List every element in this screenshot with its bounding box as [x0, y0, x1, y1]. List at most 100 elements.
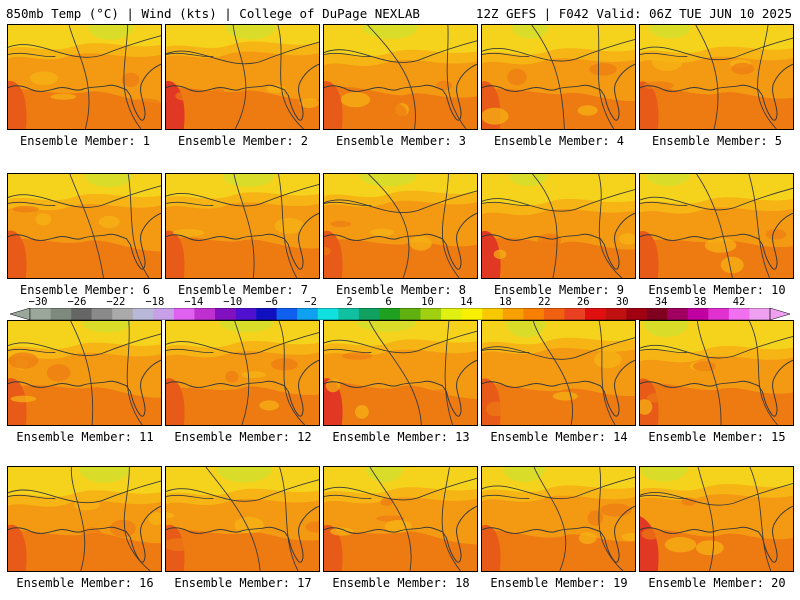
colorbar-tick-label: −30: [28, 296, 48, 308]
ensemble-member-panel: [481, 173, 636, 279]
colorbar-swatch: [317, 308, 339, 320]
temperature-map: [640, 467, 793, 571]
temperature-map: [8, 25, 161, 129]
colorbar-tick-label: −22: [106, 296, 126, 308]
colorbar-swatch: [215, 308, 236, 320]
colorbar-swatch: [400, 308, 421, 320]
ensemble-member-label: Ensemble Member: 18: [332, 576, 470, 590]
colorbar-tick-label: 2: [346, 296, 353, 308]
colorbar-tick-label: −18: [145, 296, 165, 308]
chart-title: 850mb Temp (°C) | Wind (kts) | College o…: [6, 6, 420, 21]
ensemble-member-label: Ensemble Member: 15: [648, 430, 786, 444]
temperature-map: [640, 25, 793, 129]
temperature-map: [166, 321, 319, 425]
ensemble-member-panel: [165, 173, 320, 279]
ensemble-member-panel: [323, 466, 478, 572]
colorbar-swatch: [297, 308, 319, 320]
ensemble-member-panel: [323, 24, 478, 130]
colorbar-tick-label: 30: [615, 296, 629, 308]
temperature-map: [482, 321, 635, 425]
colorbar-swatch: [543, 308, 565, 320]
ensemble-member-label: Ensemble Member: 10: [648, 283, 786, 297]
temperature-map: [324, 467, 477, 571]
colorbar-swatch: [91, 308, 113, 320]
colorbar-swatch: [461, 308, 483, 320]
run-valid-time: 12Z GEFS | F042 Valid: 06Z TUE JUN 10 20…: [475, 6, 792, 21]
ensemble-member-panel: [639, 466, 794, 572]
colorbar-swatch: [728, 308, 750, 320]
ensemble-member-panel: [7, 173, 162, 279]
ensemble-member-label: Ensemble Member: 14: [490, 430, 628, 444]
colorbar-tick-label: −6: [265, 296, 278, 308]
temperature-map: [166, 25, 319, 129]
colorbar-scale: [10, 308, 790, 320]
ensemble-member-panel: [7, 320, 162, 426]
colorbar-tick-label: 10: [421, 296, 434, 308]
ensemble-member-panel: [165, 24, 320, 130]
ensemble-member-label: Ensemble Member: 2: [177, 134, 309, 148]
ensemble-member-panel: [165, 320, 320, 426]
ensemble-member-panel: [165, 466, 320, 572]
colorbar-swatch: [667, 308, 689, 320]
colorbar-tick-label: 38: [693, 296, 707, 308]
ensemble-member-panel: [481, 466, 636, 572]
temperature-map: [166, 467, 319, 571]
ensemble-member-label: Ensemble Member: 12: [174, 430, 312, 444]
colorbar-swatch: [379, 308, 401, 320]
colorbar-tick-labels: −30 −26 −22 −18 −14 −10 −6 −2 2 6 10 14 18 22 26 30 34 38…: [10, 296, 790, 308]
colorbar-swatch: [358, 308, 380, 320]
temperature-map: [8, 467, 161, 571]
ensemble-member-label: Ensemble Member: 1: [19, 134, 151, 148]
colorbar-swatch: [71, 308, 92, 320]
colorbar-swatch: [50, 308, 72, 320]
colorbar-tick-label: 42: [732, 296, 746, 308]
colorbar-swatch: [235, 308, 257, 320]
temperature-map: [482, 174, 635, 278]
colorbar-swatch: [276, 308, 298, 320]
ensemble-member-panel: [481, 24, 636, 130]
temperature-map: [166, 174, 319, 278]
ensemble-member-label: Ensemble Member: 16: [16, 576, 154, 590]
ensemble-member-panel: [481, 320, 636, 426]
ensemble-member-label: Ensemble Member: 7: [177, 283, 309, 297]
ensemble-member-label: Ensemble Member: 17: [174, 576, 312, 590]
ensemble-member-label: Ensemble Member: 5: [651, 134, 783, 148]
colorbar-swatch: [132, 308, 154, 320]
ensemble-member-label: Ensemble Member: 20: [648, 576, 786, 590]
colorbar-swatch: [687, 308, 709, 320]
colorbar-swatch: [749, 308, 771, 320]
ensemble-member-label: Ensemble Member: 19: [490, 576, 628, 590]
ensemble-member-label: Ensemble Member: 8: [335, 283, 467, 297]
temperature-map: [640, 321, 793, 425]
colorbar-swatch: [523, 308, 545, 320]
ensemble-member-panel: [639, 320, 794, 426]
temperature-map: [324, 321, 477, 425]
colorbar-swatch: [482, 308, 504, 320]
ensemble-member-label: Ensemble Member: 13: [332, 430, 470, 444]
colorbar-tick-label: 26: [576, 296, 590, 308]
colorbar-swatch: [605, 308, 627, 320]
temperature-map: [482, 467, 635, 571]
colorbar-swatch: [194, 308, 216, 320]
temperature-colorbar: −30 −26 −22 −18 −14 −10 −6 −2 2 6 10 14 18 22 26 30 34 38…: [10, 296, 790, 322]
colorbar-swatch: [338, 308, 360, 320]
ensemble-member-panel: [639, 24, 794, 130]
colorbar-tick-label: 22: [537, 296, 551, 308]
ensemble-member-panel: [639, 173, 794, 279]
colorbar-tick-label: −10: [223, 296, 243, 308]
colorbar-swatch: [646, 308, 668, 320]
colorbar-swatch: [112, 308, 134, 320]
colorbar-tick-label: 18: [499, 296, 512, 308]
ensemble-member-panel: [7, 466, 162, 572]
colorbar-tick-label: −14: [184, 296, 204, 308]
colorbar-tick-label: 34: [654, 296, 668, 308]
ensemble-member-label: Ensemble Member: 11: [16, 430, 154, 444]
colorbar-tick-label: −26: [67, 296, 87, 308]
temperature-map: [8, 174, 161, 278]
ensemble-member-label: Ensemble Member: 9: [493, 283, 625, 297]
colorbar-swatch: [708, 308, 730, 320]
colorbar-swatch: [564, 308, 586, 320]
temperature-map: [482, 25, 635, 129]
colorbar-swatch: [585, 308, 606, 320]
ensemble-member-label: Ensemble Member: 3: [335, 134, 467, 148]
